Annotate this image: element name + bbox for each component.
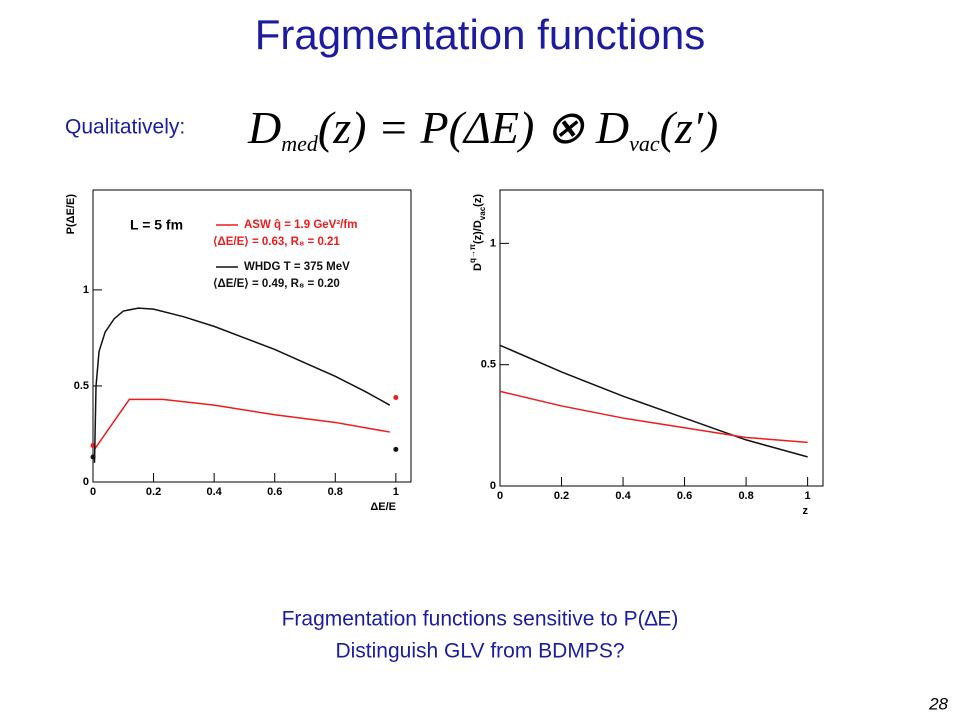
x-tick-label: 0.8 xyxy=(738,490,753,502)
formula-part: (z′) xyxy=(660,102,719,153)
endpoint-marker xyxy=(90,454,96,460)
annotation: L = 5 fm xyxy=(130,217,183,233)
legend-detail: ⟨ΔE/E⟩ = 0.63, R₈ = 0.21 xyxy=(213,235,340,248)
x-axis-label: ΔE/E xyxy=(370,501,396,513)
intro: Qualitatively: xyxy=(65,116,185,139)
formula-part: vac xyxy=(629,131,660,156)
y-axis-label-part: P(ΔE/E) xyxy=(65,194,77,235)
legend-label: WHDG T = 375 MeV xyxy=(244,261,350,273)
series-line xyxy=(499,344,808,458)
x-tick-label: 1 xyxy=(805,490,811,502)
formula-part: (z) = P(ΔE) ⊗ xyxy=(318,102,596,153)
series-line xyxy=(499,390,808,444)
series-line xyxy=(93,398,390,450)
y-tick-label: 0 xyxy=(83,476,89,488)
x-axis-label: z xyxy=(803,505,809,517)
y-axis-label: P(ΔE/E) xyxy=(65,194,77,235)
x-tick-label: 1 xyxy=(393,486,399,498)
y-tick-label: 0 xyxy=(490,480,496,492)
note: Fragmentation functions sensitive to P(∆… xyxy=(282,608,679,631)
y-axis-label: Dq→π(z)/Dvac(z) xyxy=(468,194,487,271)
x-tick-label: 0.4 xyxy=(615,490,631,502)
legend-detail: ⟨ΔE/E⟩ = 0.49, R₈ = 0.20 xyxy=(213,277,340,290)
x-tick-label: 0 xyxy=(497,490,503,502)
formula-part: D xyxy=(247,102,281,153)
y-axis-label-part: (z)/D xyxy=(472,220,484,244)
plot-frame xyxy=(92,189,412,483)
formula-part: D xyxy=(595,102,629,153)
y-tick-label: 0.5 xyxy=(481,359,496,371)
x-tick-label: 0.2 xyxy=(146,486,161,498)
endpoint-marker xyxy=(393,446,399,452)
note: Distinguish GLV from BDMPS? xyxy=(335,640,624,663)
y-axis-label-part: vac xyxy=(478,206,487,220)
x-tick-label: 0 xyxy=(90,486,96,498)
y-axis-label-part: q→π xyxy=(468,244,477,263)
formula-part: med xyxy=(281,131,319,156)
y-tick-label: 1 xyxy=(83,284,89,296)
x-tick-label: 0.2 xyxy=(554,490,569,502)
plot-frame xyxy=(499,189,824,487)
x-tick-label: 0.8 xyxy=(328,486,343,498)
x-tick-label: 0.6 xyxy=(677,490,692,502)
y-axis-label-part: D xyxy=(472,263,484,271)
y-tick-label: 0.5 xyxy=(74,380,89,392)
y-axis-label-part: (z) xyxy=(472,194,484,207)
series-line xyxy=(93,307,391,463)
endpoint-marker xyxy=(393,394,399,400)
y-tick-label: 1 xyxy=(490,237,496,249)
legend-label: ASW q̂ = 1.9 GeV²/fm xyxy=(244,219,357,231)
x-tick-label: 0.4 xyxy=(206,486,222,498)
x-tick-label: 0.6 xyxy=(267,486,282,498)
slide-title: Fragmentation functions xyxy=(255,11,706,58)
page-number: 28 xyxy=(928,694,948,713)
formula: Dmed(z) = P(ΔE) ⊗ Dvac(z′) xyxy=(247,102,718,156)
